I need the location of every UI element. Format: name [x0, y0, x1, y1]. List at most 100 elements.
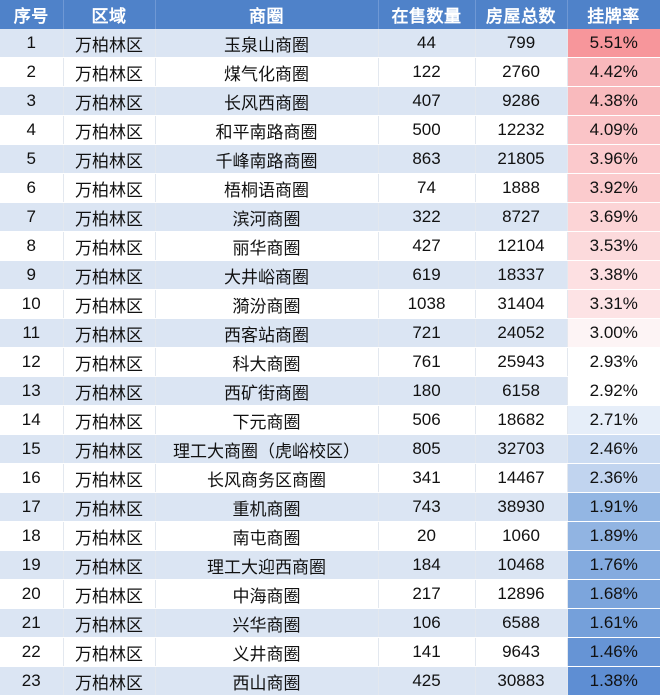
- header-total-houses[interactable]: 房屋总数: [475, 0, 568, 29]
- cell-on-sale-count: 1038: [378, 289, 476, 319]
- cell-district: 万柏林区: [63, 115, 156, 145]
- cell-total-houses: 12232: [475, 115, 568, 145]
- header-listing-rate[interactable]: 挂牌率: [567, 0, 660, 29]
- table-row[interactable]: 23 万柏林区 西山商圈 425 30883 1.38%: [0, 666, 660, 696]
- cell-index: 21: [0, 608, 64, 638]
- cell-on-sale-count: 322: [378, 202, 476, 232]
- cell-district: 万柏林区: [63, 289, 156, 319]
- cell-listing-rate: 4.38%: [567, 86, 660, 116]
- cell-listing-rate: 1.91%: [567, 492, 660, 522]
- table-row[interactable]: 12 万柏林区 科大商圈 761 25943 2.93%: [0, 347, 660, 377]
- cell-on-sale-count: 425: [378, 666, 476, 696]
- cell-total-houses: 9286: [475, 86, 568, 116]
- cell-district: 万柏林区: [63, 376, 156, 406]
- table-row[interactable]: 4 万柏林区 和平南路商圈 500 12232 4.09%: [0, 115, 660, 145]
- table-row[interactable]: 17 万柏林区 重机商圈 743 38930 1.91%: [0, 492, 660, 522]
- table-row[interactable]: 15 万柏林区 理工大商圈（虎峪校区） 805 32703 2.46%: [0, 434, 660, 464]
- cell-listing-rate: 3.96%: [567, 144, 660, 174]
- table-row[interactable]: 11 万柏林区 西客站商圈 721 24052 3.00%: [0, 318, 660, 348]
- cell-district: 万柏林区: [63, 405, 156, 435]
- cell-business-area: 滨河商圈: [155, 202, 379, 232]
- cell-total-houses: 1888: [475, 173, 568, 203]
- table-row[interactable]: 7 万柏林区 滨河商圈 322 8727 3.69%: [0, 202, 660, 232]
- cell-listing-rate: 2.93%: [567, 347, 660, 377]
- cell-district: 万柏林区: [63, 579, 156, 609]
- cell-total-houses: 6588: [475, 608, 568, 638]
- cell-total-houses: 18337: [475, 260, 568, 290]
- cell-total-houses: 1060: [475, 521, 568, 551]
- table-row[interactable]: 10 万柏林区 漪汾商圈 1038 31404 3.31%: [0, 289, 660, 319]
- cell-total-houses: 9643: [475, 637, 568, 667]
- cell-index: 17: [0, 492, 64, 522]
- cell-total-houses: 30883: [475, 666, 568, 696]
- table-body: 1 万柏林区 玉泉山商圈 44 799 5.51% 2 万柏林区 煤气化商圈 122 2760 4.4…: [0, 29, 660, 696]
- cell-total-houses: 12104: [475, 231, 568, 261]
- cell-business-area: 梧桐语商圈: [155, 173, 379, 203]
- header-business-area[interactable]: 商圈: [155, 0, 379, 29]
- cell-index: 5: [0, 144, 64, 174]
- cell-on-sale-count: 761: [378, 347, 476, 377]
- table-row[interactable]: 20 万柏林区 中海商圈 217 12896 1.68%: [0, 579, 660, 609]
- table-row[interactable]: 2 万柏林区 煤气化商圈 122 2760 4.42%: [0, 57, 660, 87]
- table-row[interactable]: 16 万柏林区 长风商务区商圈 341 14467 2.36%: [0, 463, 660, 493]
- cell-on-sale-count: 74: [378, 173, 476, 203]
- cell-business-area: 中海商圈: [155, 579, 379, 609]
- cell-district: 万柏林区: [63, 347, 156, 377]
- cell-district: 万柏林区: [63, 231, 156, 261]
- cell-index: 4: [0, 115, 64, 145]
- cell-district: 万柏林区: [63, 666, 156, 696]
- cell-index: 9: [0, 260, 64, 290]
- cell-business-area: 煤气化商圈: [155, 57, 379, 87]
- cell-on-sale-count: 500: [378, 115, 476, 145]
- cell-business-area: 理工大迎西商圈: [155, 550, 379, 580]
- cell-business-area: 长风商务区商圈: [155, 463, 379, 493]
- cell-business-area: 西矿街商圈: [155, 376, 379, 406]
- cell-district: 万柏林区: [63, 637, 156, 667]
- cell-listing-rate: 2.36%: [567, 463, 660, 493]
- cell-total-houses: 21805: [475, 144, 568, 174]
- cell-index: 15: [0, 434, 64, 464]
- cell-listing-rate: 3.00%: [567, 318, 660, 348]
- cell-total-houses: 31404: [475, 289, 568, 319]
- cell-index: 23: [0, 666, 64, 696]
- cell-total-houses: 2760: [475, 57, 568, 87]
- cell-index: 12: [0, 347, 64, 377]
- cell-index: 8: [0, 231, 64, 261]
- cell-district: 万柏林区: [63, 29, 156, 58]
- cell-index: 13: [0, 376, 64, 406]
- cell-business-area: 科大商圈: [155, 347, 379, 377]
- cell-total-houses: 38930: [475, 492, 568, 522]
- table-row[interactable]: 6 万柏林区 梧桐语商圈 74 1888 3.92%: [0, 173, 660, 203]
- cell-listing-rate: 4.42%: [567, 57, 660, 87]
- cell-on-sale-count: 743: [378, 492, 476, 522]
- table-row[interactable]: 19 万柏林区 理工大迎西商圈 184 10468 1.76%: [0, 550, 660, 580]
- table-row[interactable]: 13 万柏林区 西矿街商圈 180 6158 2.92%: [0, 376, 660, 406]
- cell-on-sale-count: 341: [378, 463, 476, 493]
- header-index[interactable]: 序号: [0, 0, 64, 29]
- cell-business-area: 重机商圈: [155, 492, 379, 522]
- table-row[interactable]: 9 万柏林区 大井峪商圈 619 18337 3.38%: [0, 260, 660, 290]
- table-row[interactable]: 21 万柏林区 兴华商圈 106 6588 1.61%: [0, 608, 660, 638]
- cell-index: 2: [0, 57, 64, 87]
- table-row[interactable]: 14 万柏林区 下元商圈 506 18682 2.71%: [0, 405, 660, 435]
- header-on-sale-count[interactable]: 在售数量: [378, 0, 476, 29]
- table-row[interactable]: 22 万柏林区 义井商圈 141 9643 1.46%: [0, 637, 660, 667]
- cell-district: 万柏林区: [63, 260, 156, 290]
- cell-listing-rate: 5.51%: [567, 29, 660, 58]
- table-row[interactable]: 18 万柏林区 南屯商圈 20 1060 1.89%: [0, 521, 660, 551]
- table-row[interactable]: 8 万柏林区 丽华商圈 427 12104 3.53%: [0, 231, 660, 261]
- cell-on-sale-count: 180: [378, 376, 476, 406]
- header-district[interactable]: 区域: [63, 0, 156, 29]
- cell-index: 1: [0, 29, 64, 58]
- cell-index: 19: [0, 550, 64, 580]
- table-row[interactable]: 5 万柏林区 千峰南路商圈 863 21805 3.96%: [0, 144, 660, 174]
- cell-listing-rate: 3.92%: [567, 173, 660, 203]
- cell-total-houses: 799: [475, 29, 568, 58]
- cell-on-sale-count: 863: [378, 144, 476, 174]
- cell-index: 11: [0, 318, 64, 348]
- cell-listing-rate: 4.09%: [567, 115, 660, 145]
- cell-index: 14: [0, 405, 64, 435]
- cell-on-sale-count: 407: [378, 86, 476, 116]
- table-row[interactable]: 1 万柏林区 玉泉山商圈 44 799 5.51%: [0, 29, 660, 58]
- table-row[interactable]: 3 万柏林区 长风西商圈 407 9286 4.38%: [0, 86, 660, 116]
